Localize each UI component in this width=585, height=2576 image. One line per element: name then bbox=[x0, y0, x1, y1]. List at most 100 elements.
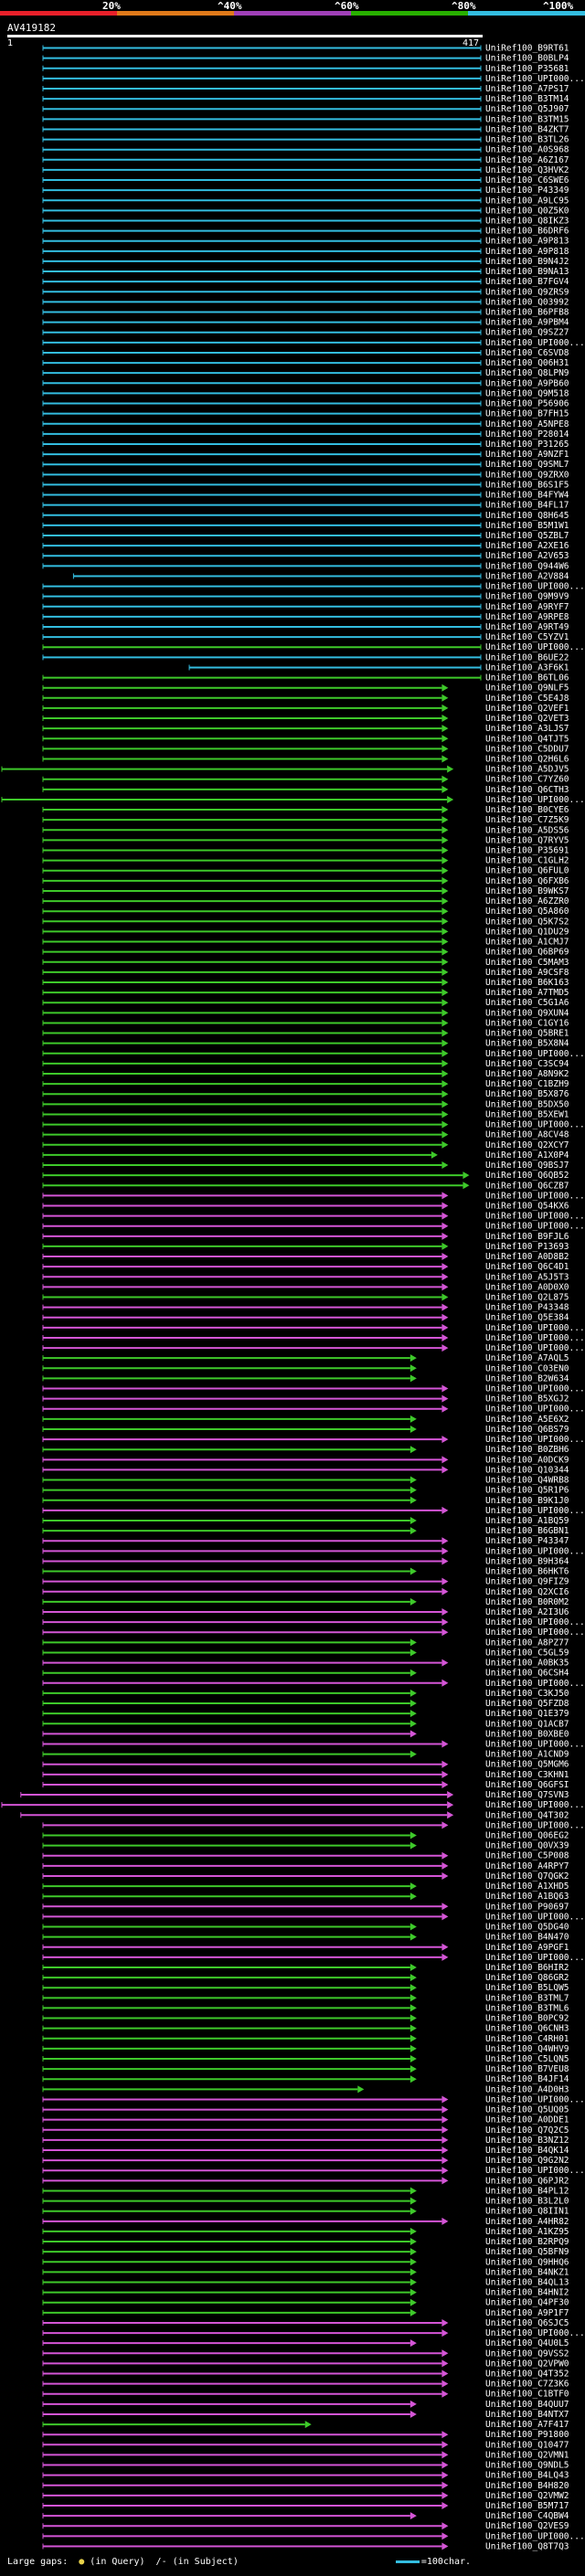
hit-row[interactable]: UniRef100_B3TM15 bbox=[42, 114, 569, 124]
hit-label[interactable]: UniRef100_Q5MGM6 bbox=[485, 1760, 569, 1770]
hit-label[interactable]: UniRef100_A8CV48 bbox=[485, 1130, 569, 1140]
hit-label[interactable]: UniRef100_B9H364 bbox=[485, 1556, 569, 1566]
hit-label[interactable]: UniRef100_Q5ZBL7 bbox=[485, 531, 569, 541]
hit-row[interactable]: UniRef100_C6SWE6 bbox=[42, 175, 569, 186]
hit-label[interactable]: UniRef100_Q4U0L5 bbox=[485, 2338, 569, 2348]
hit-row[interactable]: UniRef100_UPI000... bbox=[42, 2328, 585, 2338]
hit-row[interactable]: UniRef100_B4N470 bbox=[42, 1933, 569, 1943]
hit-label[interactable]: UniRef100_Q9ZRS9 bbox=[485, 287, 569, 297]
hit-label[interactable]: UniRef100_C6SVD8 bbox=[485, 348, 569, 358]
hit-row[interactable]: UniRef100_A9RYF7 bbox=[42, 602, 569, 612]
hit-row[interactable]: UniRef100_B9NA13 bbox=[42, 267, 569, 277]
hit-row[interactable]: UniRef100_A2XE16 bbox=[42, 541, 569, 551]
hit-label[interactable]: UniRef100_P43348 bbox=[485, 1303, 569, 1313]
hit-label[interactable]: UniRef100_A9NZF1 bbox=[485, 450, 569, 460]
hit-row[interactable]: UniRef100_A6ZZR0 bbox=[42, 896, 569, 906]
hit-row[interactable]: UniRef100_B4FL17 bbox=[42, 501, 569, 511]
hit-label[interactable]: UniRef100_Q8T7Q3 bbox=[485, 2541, 569, 2551]
hit-row[interactable]: UniRef100_P90697 bbox=[42, 1902, 569, 1912]
hit-label[interactable]: UniRef100_A5DJV5 bbox=[485, 765, 569, 775]
hit-label[interactable]: UniRef100_Q9XUN4 bbox=[485, 1008, 569, 1018]
hit-label[interactable]: UniRef100_Q6CTH3 bbox=[485, 785, 569, 795]
hit-row[interactable]: UniRef100_Q8H645 bbox=[42, 511, 569, 521]
hit-label[interactable]: UniRef100_Q8IKZ3 bbox=[485, 216, 569, 226]
hit-row[interactable]: UniRef100_P31265 bbox=[42, 440, 569, 450]
hit-row[interactable]: UniRef100_Q9HHQ6 bbox=[42, 2257, 569, 2267]
hit-row[interactable]: UniRef100_Q10344 bbox=[42, 1465, 569, 1475]
hit-label[interactable]: UniRef100_C5MAM3 bbox=[485, 958, 569, 968]
hit-row[interactable]: UniRef100_P91800 bbox=[42, 2430, 569, 2440]
hit-row[interactable]: UniRef100_B9FJL6 bbox=[42, 1232, 569, 1242]
hit-row[interactable]: UniRef100_A1X0P4 bbox=[42, 1150, 569, 1161]
hit-label[interactable]: UniRef100_A1KZ95 bbox=[485, 2227, 569, 2237]
hit-label[interactable]: UniRef100_P91800 bbox=[485, 2430, 569, 2440]
hit-row[interactable]: UniRef100_UPI000... bbox=[42, 74, 585, 84]
hit-label[interactable]: UniRef100_UPI000... bbox=[485, 1333, 585, 1343]
hit-label[interactable]: UniRef100_C3KJ50 bbox=[485, 1689, 569, 1699]
hit-row[interactable]: UniRef100_Q6BS79 bbox=[42, 1425, 569, 1435]
hit-label[interactable]: UniRef100_UPI000... bbox=[485, 1617, 585, 1627]
hit-label[interactable]: UniRef100_A9PB60 bbox=[485, 378, 569, 388]
hit-label[interactable]: UniRef100_B9RT61 bbox=[485, 44, 569, 54]
hit-label[interactable]: UniRef100_C5G1A6 bbox=[485, 998, 569, 1008]
hit-label[interactable]: UniRef100_Q9NDL5 bbox=[485, 2461, 569, 2471]
hit-row[interactable]: UniRef100_B6DRF6 bbox=[42, 227, 569, 237]
hit-row[interactable]: UniRef100_Q6BP69 bbox=[42, 948, 569, 958]
hit-label[interactable]: UniRef100_B0BLP4 bbox=[485, 54, 569, 64]
hit-label[interactable]: UniRef100_P35691 bbox=[485, 846, 569, 856]
hit-row[interactable]: UniRef100_P35681 bbox=[42, 64, 569, 74]
hit-row[interactable]: UniRef100_Q0VX39 bbox=[42, 1841, 569, 1851]
hit-label[interactable]: UniRef100_C1BZH9 bbox=[485, 1079, 569, 1089]
hit-label[interactable]: UniRef100_UPI000... bbox=[485, 1627, 585, 1638]
hit-row[interactable]: UniRef100_Q5DG40 bbox=[42, 1923, 569, 1933]
hit-row[interactable]: UniRef100_Q5E384 bbox=[42, 1313, 569, 1323]
hit-label[interactable]: UniRef100_B3TML7 bbox=[485, 1993, 569, 2003]
hit-row[interactable]: UniRef100_B4NKZ1 bbox=[42, 2267, 569, 2277]
hit-label[interactable]: UniRef100_C7YZ60 bbox=[485, 775, 569, 785]
hit-label[interactable]: UniRef100_C5GL59 bbox=[485, 1648, 569, 1658]
hit-label[interactable]: UniRef100_Q2L875 bbox=[485, 1293, 569, 1303]
hit-row[interactable]: UniRef100_UPI000... bbox=[42, 1323, 585, 1333]
hit-label[interactable]: UniRef100_Q3HVK2 bbox=[485, 165, 569, 175]
hit-label[interactable]: UniRef100_UPI000... bbox=[485, 1820, 585, 1830]
hit-row[interactable]: UniRef100_A9NZF1 bbox=[42, 450, 569, 460]
hit-label[interactable]: UniRef100_Q2VPW0 bbox=[485, 2359, 569, 2369]
hit-label[interactable]: UniRef100_B6K163 bbox=[485, 978, 569, 988]
hit-label[interactable]: UniRef100_A8PZ77 bbox=[485, 1638, 569, 1648]
hit-label[interactable]: UniRef100_Q6PJR2 bbox=[485, 2176, 569, 2186]
hit-label[interactable]: UniRef100_Q2VES9 bbox=[485, 2521, 569, 2531]
hit-label[interactable]: UniRef100_UPI000... bbox=[485, 1435, 585, 1445]
hit-row[interactable]: UniRef100_P13693 bbox=[42, 1242, 569, 1252]
hit-row[interactable]: UniRef100_A9PB60 bbox=[42, 378, 569, 388]
hit-label[interactable]: UniRef100_Q6CSH4 bbox=[485, 1669, 569, 1679]
hit-row[interactable]: UniRef100_B9K1J0 bbox=[42, 1496, 569, 1506]
hit-label[interactable]: UniRef100_UPI000... bbox=[485, 74, 585, 84]
hit-label[interactable]: UniRef100_UPI000... bbox=[485, 1343, 585, 1353]
hit-row[interactable]: UniRef100_B3L2L0 bbox=[42, 2197, 569, 2207]
hit-row[interactable]: UniRef100_Q8T7Q3 bbox=[42, 2541, 569, 2551]
hit-label[interactable]: UniRef100_Q2XCI6 bbox=[485, 1587, 569, 1597]
hit-row[interactable]: UniRef100_C5YZV1 bbox=[42, 632, 569, 642]
hit-row[interactable]: UniRef100_Q8IKZ3 bbox=[42, 216, 569, 226]
hit-row[interactable]: UniRef100_A0D0X0 bbox=[42, 1282, 569, 1292]
hit-label[interactable]: UniRef100_Q2VEF1 bbox=[485, 704, 569, 714]
hit-row[interactable]: UniRef100_A4RPY7 bbox=[42, 1861, 569, 1871]
hit-label[interactable]: UniRef100_C03EN0 bbox=[485, 1363, 569, 1373]
hit-row[interactable]: UniRef100_A6Z167 bbox=[42, 155, 569, 165]
hit-label[interactable]: UniRef100_Q6CZB7 bbox=[485, 1181, 569, 1191]
hit-row[interactable]: UniRef100_UPI000... bbox=[42, 1191, 585, 1201]
hit-row[interactable]: UniRef100_B3TM14 bbox=[42, 94, 569, 104]
hit-row[interactable]: UniRef100_B4HNI2 bbox=[42, 2288, 569, 2298]
hit-row[interactable]: UniRef100_UPI000... bbox=[1, 795, 585, 805]
hit-row[interactable]: UniRef100_B3TML6 bbox=[42, 2003, 569, 2013]
hit-label[interactable]: UniRef100_A7TMD5 bbox=[485, 988, 569, 998]
hit-label[interactable]: UniRef100_B5DX50 bbox=[485, 1099, 569, 1109]
hit-label[interactable]: UniRef100_A0BK35 bbox=[485, 1659, 569, 1669]
hit-row[interactable]: UniRef100_A4HR82 bbox=[42, 2217, 569, 2227]
hit-row[interactable]: UniRef100_Q86GR2 bbox=[42, 1973, 569, 1983]
hit-row[interactable]: UniRef100_Q4T302 bbox=[20, 1810, 569, 1820]
hit-row[interactable]: UniRef100_Q6GFSI bbox=[42, 1780, 569, 1790]
hit-row[interactable]: UniRef100_C5DDU7 bbox=[42, 744, 569, 754]
hit-label[interactable]: UniRef100_B3TM15 bbox=[485, 114, 569, 124]
hit-label[interactable]: UniRef100_B0XBE0 bbox=[485, 1729, 569, 1739]
